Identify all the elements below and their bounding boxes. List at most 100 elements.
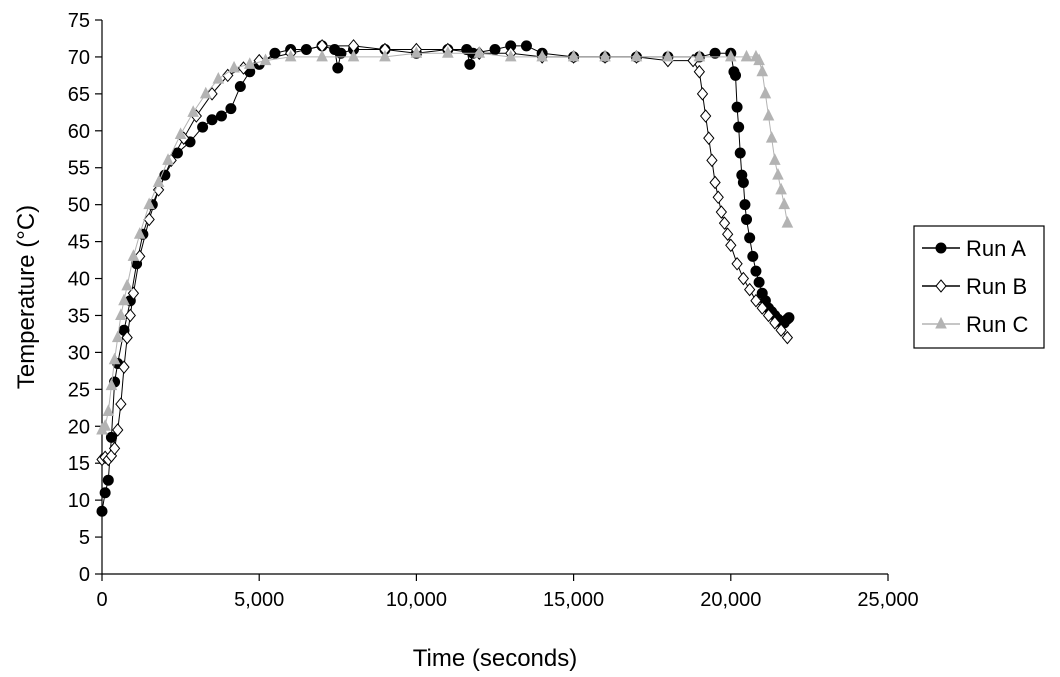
legend-marker-run-a [935,242,947,254]
y-tick-label: 25 [68,379,90,401]
data-point-run-b [762,308,775,323]
data-point-run-b [781,330,794,345]
x-tick-label: 10,000 [386,589,447,611]
data-point-run-c [473,46,486,58]
data-point-run-b [124,308,136,323]
y-tick-label: 70 [68,47,90,69]
data-point-run-c [174,127,187,139]
x-tick-label: 25,000 [857,589,918,611]
data-point-run-a [730,69,742,81]
data-point-run-c [762,108,775,121]
data-point-run-b [750,293,762,308]
data-point-run-b [706,153,718,168]
data-point-run-c [115,308,127,320]
data-point-run-c [121,278,133,291]
data-point-run-a [744,232,756,244]
data-point-run-c [228,60,240,73]
data-point-run-b [744,282,756,297]
data-point-run-c [772,168,784,180]
data-point-run-c [143,197,155,210]
data-point-run-c [775,182,787,195]
data-point-run-c [442,46,454,58]
data-point-run-b [696,87,709,101]
y-tick-label: 10 [68,490,90,512]
legend-marker-run-c [935,316,947,329]
data-point-run-b [115,397,127,411]
data-point-run-c [111,330,124,343]
legend-label: Run C [966,312,1028,337]
data-point-run-c [662,49,674,62]
data-point-run-a [464,58,476,70]
data-point-run-c [759,86,772,99]
axes: 0 5 10 15 20 25 30 35 40 45 50 55 60 65 70 75 0 5,000 10,0… [68,10,919,611]
y-tick-label: 65 [68,84,90,106]
data-point-run-c [133,227,146,239]
data-point-run-b [112,423,124,437]
legend-marker-run-b [935,279,947,293]
data-point-run-b [731,256,743,271]
y-tick-label: 75 [68,10,90,32]
data-point-run-c [740,49,753,62]
data-point-run-b [121,330,133,345]
data-point-run-a [733,121,745,133]
data-point-run-a [99,487,111,499]
data-point-run-c [536,49,548,62]
data-point-run-c [316,49,328,62]
data-point-run-b [715,205,728,219]
data-point-run-c [756,64,769,77]
data-point-run-a [734,147,746,159]
data-point-run-c [127,249,140,261]
data-point-run-a [197,121,209,133]
data-point-run-c [765,131,778,143]
data-point-run-b [108,441,121,456]
y-tick-label: 20 [68,416,90,438]
y-tick-label: 30 [68,342,90,364]
y-tick-label: 35 [68,305,90,327]
data-point-run-b [769,316,781,330]
series-layer [96,39,795,517]
series-run-a [96,40,795,517]
data-point-run-a [335,47,347,59]
y-tick-label: 5 [79,527,90,549]
data-point-run-b [118,360,130,374]
data-point-run-b [693,64,706,79]
data-point-run-c [724,49,737,62]
data-point-run-b [756,301,768,315]
data-point-run-c [599,49,611,62]
x-tick-label: 5,000 [234,589,284,611]
data-point-run-c [567,49,580,62]
data-point-run-c [504,49,517,62]
data-point-run-a [489,44,501,56]
data-point-run-a [750,265,762,277]
data-point-run-c [162,153,174,165]
data-point-run-b [718,216,731,230]
data-point-run-a [737,177,749,189]
data-point-run-c [102,404,115,416]
data-point-run-c [778,197,791,210]
data-point-run-b [699,109,712,123]
data-point-run-b [722,227,734,241]
y-tick-label: 15 [68,453,90,475]
data-point-run-a [332,62,344,74]
x-tick-label: 0 [96,589,107,611]
data-point-run-b [703,131,715,145]
data-point-run-c [212,71,225,84]
data-point-run-c [152,175,165,188]
data-point-run-a [171,147,183,159]
data-point-run-c [753,53,765,66]
data-point-run-a [783,312,795,324]
y-tick-label: 60 [68,121,90,143]
data-point-run-a [105,431,117,443]
legend: Run A Run B Run C [913,225,1045,349]
data-point-run-a [269,47,281,59]
data-point-run-b [712,190,724,205]
x-tick-label: 15,000 [543,589,604,611]
data-point-run-b [709,175,721,190]
y-axis-label: Temperature (°C) [13,205,40,389]
data-point-run-a [215,110,227,122]
series-line-run-a [101,45,790,512]
data-point-run-a [520,40,532,52]
data-point-run-c [118,293,130,306]
data-point-run-c [781,216,794,228]
